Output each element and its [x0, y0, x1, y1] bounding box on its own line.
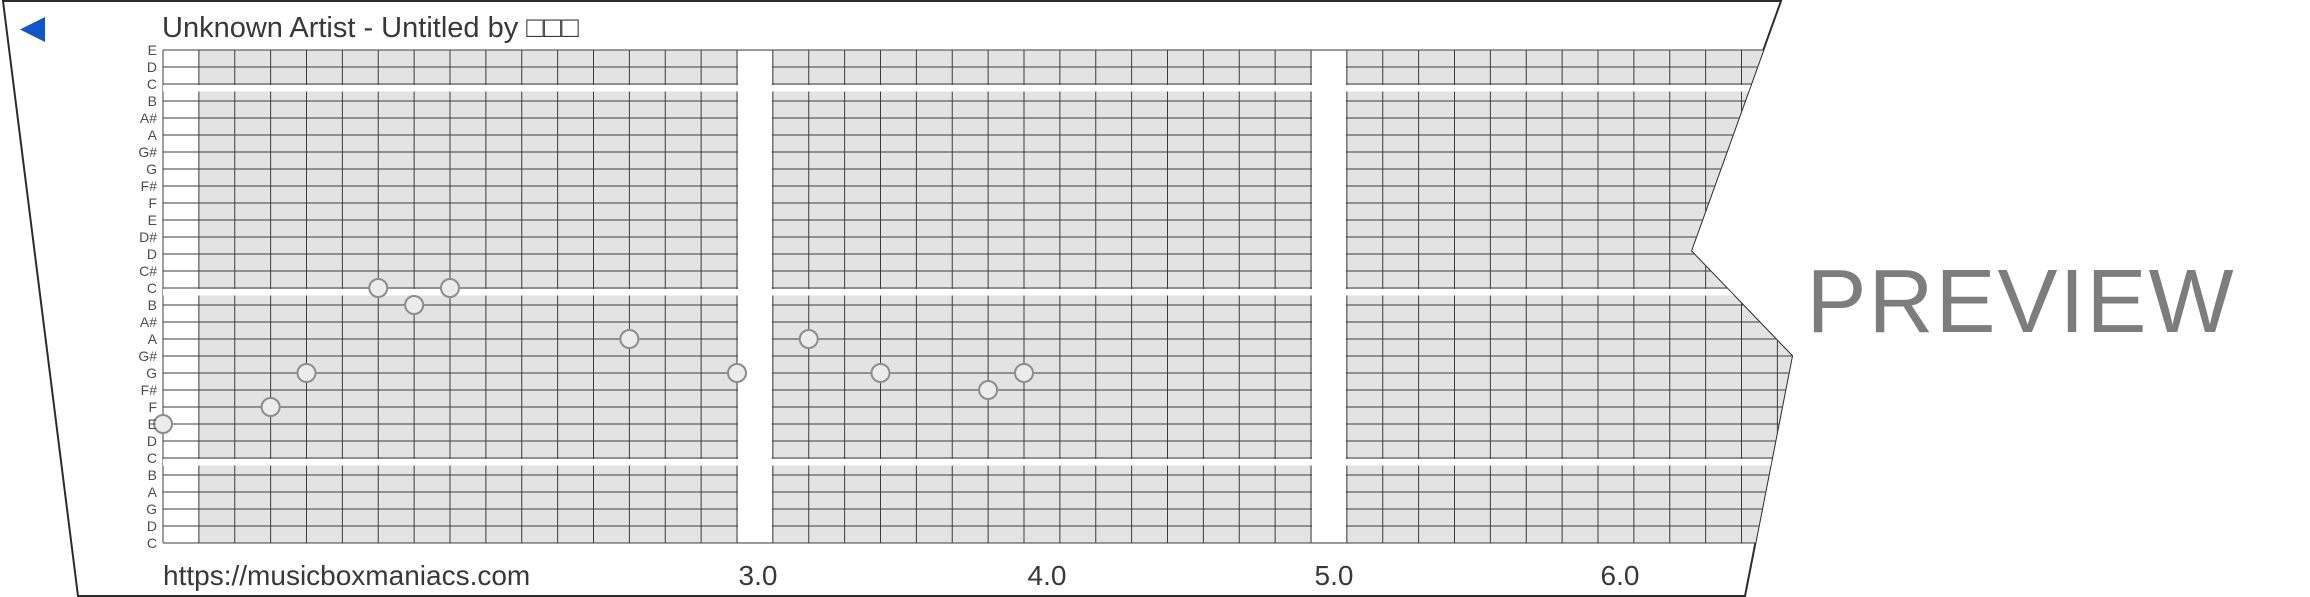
- site-url: https://musicboxmaniacs.com: [163, 560, 530, 591]
- note-dot: [1014, 363, 1034, 383]
- pitch-label: A: [148, 331, 158, 347]
- pitch-label: G: [146, 501, 157, 517]
- beat-number: 5.0: [1315, 560, 1354, 591]
- pitch-label: E: [148, 416, 157, 432]
- note-dot: [727, 363, 747, 383]
- pitch-label: D#: [139, 229, 157, 245]
- pitch-label: A: [148, 484, 158, 500]
- octave-highlight-stripe: [163, 85, 1792, 92]
- pitch-label: B: [148, 297, 157, 313]
- note-dots: [153, 278, 1034, 434]
- note-grid: [162, 49, 1792, 544]
- pitch-label: D: [147, 433, 157, 449]
- note-dot: [368, 278, 389, 298]
- measure-gap-column: [738, 50, 772, 543]
- measure-gap-column: [163, 50, 199, 543]
- track-title: Unknown Artist - Untitled by □□□: [162, 12, 579, 44]
- back-arrow-icon[interactable]: [20, 17, 45, 42]
- pitch-label: G#: [138, 348, 157, 364]
- note-dot: [440, 278, 460, 298]
- pitch-label: F#: [141, 382, 158, 398]
- note-dot: [619, 329, 640, 349]
- pitch-label: C: [147, 280, 157, 296]
- pitch-label: F: [148, 195, 157, 211]
- pitch-label: E: [148, 42, 157, 58]
- note-dot: [978, 380, 999, 400]
- pitch-label: G#: [138, 144, 157, 160]
- note-dot: [870, 363, 891, 383]
- pitch-label: C: [147, 535, 157, 551]
- pitch-label: E: [148, 212, 157, 228]
- pitch-label: D: [147, 246, 157, 262]
- octave-highlight-stripe: [163, 459, 1792, 466]
- note-dot: [798, 329, 819, 349]
- beat-number: 4.0: [1028, 560, 1067, 591]
- pitch-label: D: [147, 59, 157, 75]
- note-dot: [260, 397, 281, 417]
- note-dot: [153, 414, 173, 434]
- pitch-label: F: [148, 399, 157, 415]
- octave-highlight-stripe: [163, 289, 1792, 296]
- pitch-label: C: [147, 450, 157, 466]
- note-dot: [296, 363, 317, 383]
- beat-number: 6.0: [1601, 560, 1640, 591]
- pitch-label: B: [148, 93, 157, 109]
- note-dot: [404, 295, 425, 315]
- pitch-label: B: [148, 467, 157, 483]
- pitch-label: F#: [141, 178, 158, 194]
- pitch-label: A#: [140, 314, 157, 330]
- pitch-label: G: [146, 365, 157, 381]
- pitch-label: D: [147, 518, 157, 534]
- pitch-label: A: [148, 127, 158, 143]
- pitch-label: G: [146, 161, 157, 177]
- measure-gap-column: [1312, 50, 1346, 543]
- beat-number: 3.0: [739, 560, 778, 591]
- pitch-label: C#: [139, 263, 157, 279]
- preview-watermark: PREVIEW: [1806, 252, 2235, 352]
- pitch-label: A#: [140, 110, 157, 126]
- pitch-label: C: [147, 76, 157, 92]
- beat-ruler: 3.0 4.0 5.0 6.0: [739, 560, 1640, 591]
